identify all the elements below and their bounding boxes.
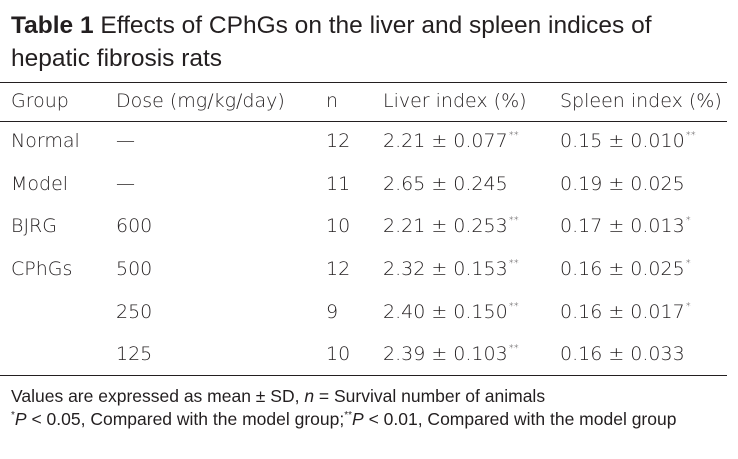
footnote-text: Values are expressed as mean ± SD, (11, 386, 305, 406)
significance-mark: * (685, 301, 691, 312)
cell-dose: 600 (116, 215, 153, 237)
cell-liver-index: 2.65 ± 0.245 (383, 172, 509, 200)
footnote-significance-note: *P < 0.05, Compared with the model group… (11, 408, 731, 434)
cell-dose: 500 (116, 258, 153, 280)
liver-value: 2.32 ± 0.153 (383, 258, 508, 280)
spleen-value: 0.16 ± 0.033 (560, 343, 685, 365)
column-header-n: n (326, 90, 339, 112)
table-footnote: Values are expressed as mean ± SD, n = S… (11, 385, 731, 434)
table-top-rule (0, 82, 727, 83)
cell-n: 9 (326, 301, 339, 323)
cell-spleen-index: 0.16 ± 0.033 (560, 342, 686, 370)
cell-spleen-index: 0.17 ± 0.013* (560, 214, 691, 242)
cell-dose: 125 (116, 343, 153, 365)
cell-spleen-index: 0.15 ± 0.010** (560, 129, 696, 157)
spleen-value: 0.16 ± 0.025 (560, 258, 685, 280)
cell-spleen-index: 0.16 ± 0.025* (560, 257, 691, 285)
footnote-single-asterisk: * (11, 410, 15, 421)
cell-dose: 250 (116, 301, 153, 323)
table-label: Table 1 (11, 12, 94, 39)
column-header-group: Group (11, 90, 69, 112)
cell-liver-index: 2.39 ± 0.103** (383, 342, 519, 370)
significance-mark: ** (508, 215, 519, 226)
significance-mark: ** (508, 130, 519, 141)
table-caption: Table 1 Effects of CPhGs on the liver an… (11, 9, 726, 75)
footnote-n-symbol: n (304, 386, 315, 406)
liver-value: 2.65 ± 0.245 (383, 173, 508, 195)
cell-dose: — (116, 173, 135, 195)
cell-n: 10 (326, 215, 351, 237)
spleen-value: 0.17 ± 0.013 (560, 215, 685, 237)
cell-liver-index: 2.40 ± 0.150** (383, 300, 519, 328)
spleen-value: 0.19 ± 0.025 (560, 173, 685, 195)
table-title: Effects of CPhGs on the liver and spleen… (11, 12, 652, 72)
cell-n: 11 (326, 173, 351, 195)
footnote-p-symbol: P (352, 409, 364, 429)
cell-liver-index: 2.21 ± 0.077** (383, 129, 519, 157)
significance-mark: ** (685, 130, 696, 141)
cell-n: 10 (326, 343, 351, 365)
liver-value: 2.39 ± 0.103 (383, 343, 508, 365)
footnote-text: = Survival number of animals (314, 386, 546, 406)
column-header-spleen-index: Spleen index (%) (560, 90, 722, 112)
spleen-value: 0.15 ± 0.010 (560, 130, 685, 152)
footnote-text: < 0.01, Compared with the model group (363, 409, 677, 429)
column-header-dose: Dose (mg/kg/day) (116, 90, 285, 112)
cell-dose: — (116, 130, 135, 152)
liver-value: 2.21 ± 0.253 (383, 215, 508, 237)
liver-value: 2.21 ± 0.077 (383, 130, 508, 152)
footnote-values-note: Values are expressed as mean ± SD, n = S… (11, 385, 731, 408)
table-header-rule (0, 121, 727, 122)
liver-value: 2.40 ± 0.150 (383, 301, 508, 323)
cell-spleen-index: 0.19 ± 0.025 (560, 172, 686, 200)
significance-mark: ** (508, 301, 519, 312)
significance-mark: * (685, 258, 691, 269)
cell-liver-index: 2.32 ± 0.153** (383, 257, 519, 285)
cell-group: Normal (11, 130, 80, 152)
cell-group: CPhGs (11, 258, 73, 280)
cell-n: 12 (326, 258, 351, 280)
cell-spleen-index: 0.16 ± 0.017* (560, 300, 691, 328)
cell-group: BJRG (11, 215, 57, 237)
table-bottom-rule (0, 375, 727, 376)
spleen-value: 0.16 ± 0.017 (560, 301, 685, 323)
cell-group: Model (11, 173, 69, 195)
column-header-liver-index: Liver index (%) (383, 90, 527, 112)
footnote-p-symbol: P (14, 409, 27, 429)
cell-liver-index: 2.21 ± 0.253** (383, 214, 519, 242)
cell-n: 12 (326, 130, 351, 152)
footnote-text: < 0.05, Compared with the model group; (26, 409, 345, 429)
significance-mark: ** (508, 343, 519, 354)
footnote-double-asterisk: ** (344, 410, 353, 421)
significance-mark: * (685, 215, 691, 226)
significance-mark: ** (508, 258, 519, 269)
